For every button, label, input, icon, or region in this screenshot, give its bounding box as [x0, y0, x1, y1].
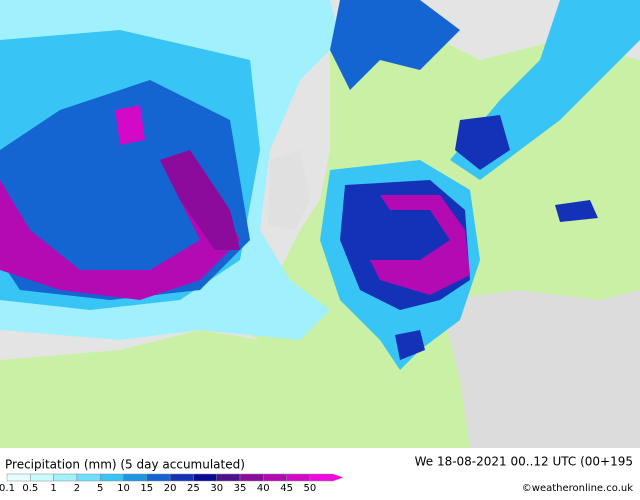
legend-swatch [169, 473, 194, 482]
rain-area [395, 330, 425, 360]
map-title: Precipitation (mm) (5 day accumulated) [5, 458, 245, 472]
legend-swatch [53, 473, 78, 482]
legend-swatch [76, 473, 101, 482]
credit: ©weatheronline.co.uk [522, 483, 633, 494]
legend-swatch [99, 473, 124, 482]
legend-label: 5 [97, 483, 103, 494]
rain-area [330, 0, 460, 90]
legend-swatch [6, 473, 31, 482]
land-africa [0, 330, 400, 448]
legend-swatch [286, 473, 311, 482]
legend-label: 2 [74, 483, 80, 494]
legend-label: 0.1 [0, 483, 15, 494]
legend-label: 25 [187, 483, 200, 494]
legend-swatch [193, 473, 217, 482]
legend-swatch [309, 473, 334, 482]
map [0, 0, 640, 448]
legend-label: 0.5 [22, 483, 38, 494]
legend-swatch [123, 473, 148, 482]
legend-label: 20 [164, 483, 177, 494]
legend-swatch [146, 473, 171, 482]
legend: 0.1 0.5 1 2 5 10 15 20 25 30 35 40 45 50 [0, 473, 344, 494]
legend-label: 40 [257, 483, 270, 494]
legend-label: 50 [304, 483, 317, 494]
rain-core [160, 150, 240, 250]
rain-area [555, 200, 598, 222]
legend-label: 35 [234, 483, 247, 494]
rain-core [115, 105, 145, 145]
legend-label: 15 [140, 483, 153, 494]
legend-label: 30 [210, 483, 223, 494]
rain-area [455, 115, 510, 170]
legend-swatch [216, 473, 241, 482]
legend-swatch [30, 473, 54, 482]
legend-swatch [263, 473, 287, 482]
rain-area [0, 80, 250, 300]
uk [268, 150, 310, 230]
legend-label: 10 [117, 483, 130, 494]
valid-time: We 18-08-2021 00..12 UTC (00+195 [415, 455, 633, 469]
land-middle-east [440, 290, 640, 448]
legend-arrow [333, 474, 344, 481]
rain-core [370, 195, 470, 295]
legend-label: 1 [50, 483, 56, 494]
legend-label: 45 [280, 483, 293, 494]
legend-swatch [239, 473, 264, 482]
